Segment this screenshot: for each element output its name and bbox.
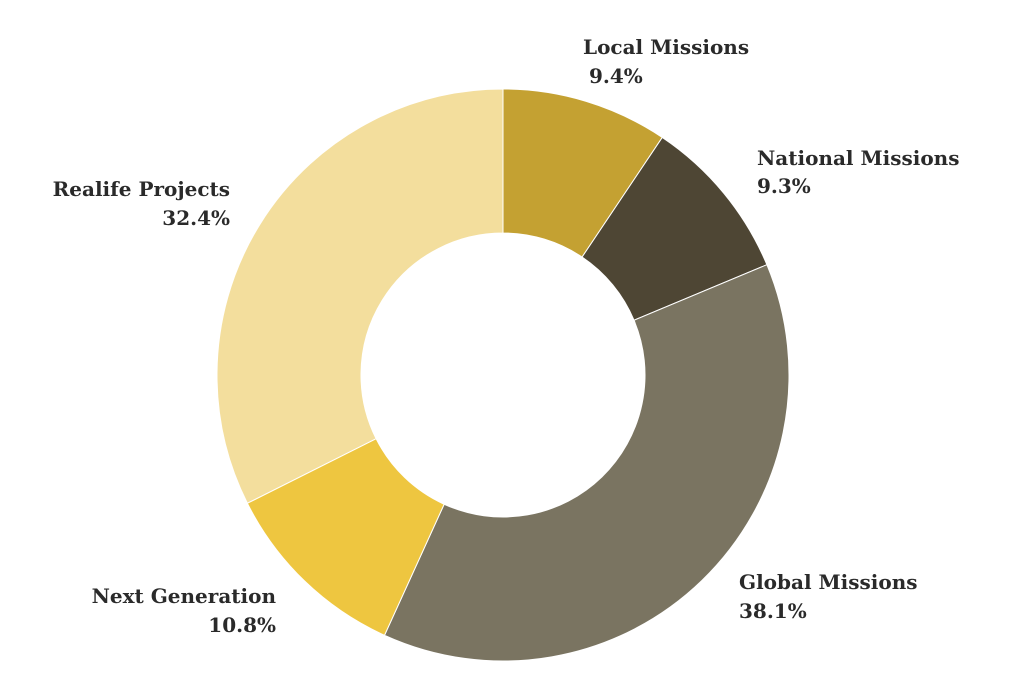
donut-slice-realife-projects: [216, 88, 504, 504]
slice-value-national-missions: 9.3%: [757, 174, 811, 198]
slice-label-global-missions: Global Missions: [739, 570, 918, 594]
slice-annotation-next-generation: Next Generation 10.8%: [92, 584, 277, 637]
donut-slice-global-missions: [383, 264, 790, 662]
slice-annotation-local-missions: Local Missions 9.4%: [583, 35, 749, 88]
slice-label-local-missions: Local Missions: [583, 35, 749, 59]
donut-slices: [216, 88, 790, 662]
slice-value-local-missions: 9.4%: [589, 64, 643, 88]
slice-value-next-generation: 10.8%: [208, 613, 276, 637]
slice-value-global-missions: 38.1%: [739, 599, 807, 623]
slice-annotation-national-missions: National Missions 9.3%: [757, 146, 959, 198]
slice-label-national-missions: National Missions: [757, 146, 959, 170]
slice-label-next-generation: Next Generation: [92, 584, 277, 608]
slice-value-realife-projects: 32.4%: [162, 206, 230, 230]
slice-label-realife-projects: Realife Projects: [53, 177, 230, 201]
slice-annotation-global-missions: Global Missions 38.1%: [739, 570, 918, 623]
slice-annotation-realife-projects: Realife Projects 32.4%: [53, 177, 230, 230]
